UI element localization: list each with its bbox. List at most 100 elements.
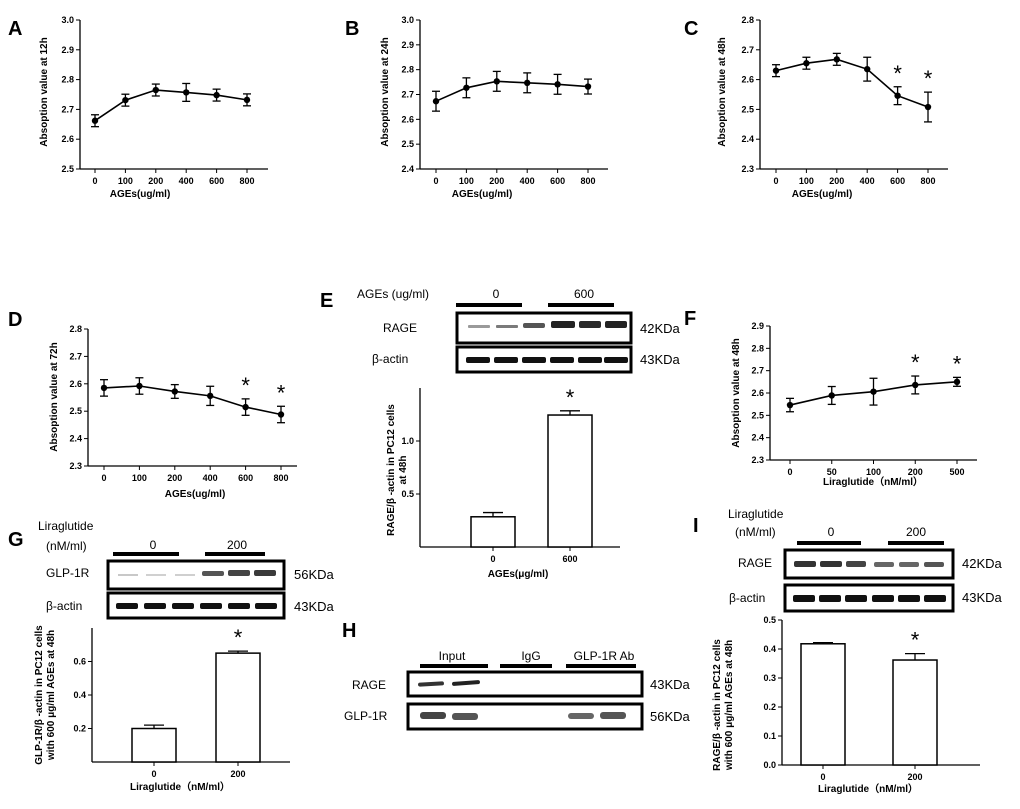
band — [172, 603, 194, 609]
data-point — [171, 388, 178, 395]
x-tick-label: 200 — [230, 769, 245, 779]
y-tick-label: 2.9 — [61, 45, 74, 55]
y-tick-label: 2.4 — [401, 164, 414, 174]
y-tick-label: 2.8 — [741, 15, 754, 25]
blot-i: Liraglutide (nM/ml) 0 200 RAGE β-actin 4… — [728, 507, 1003, 613]
panel-label-h: H — [342, 620, 356, 642]
x-tick-label: 200 — [907, 772, 922, 782]
data-point — [242, 403, 249, 411]
panel-label-d: D — [8, 309, 22, 331]
x-tick-label: 600 — [562, 554, 577, 564]
x-tick-label: 0 — [820, 772, 825, 782]
blot-i-row-actin-label: β-actin — [729, 591, 765, 605]
blot-i-rage-bands — [794, 561, 944, 567]
y-tick-label: 2.5 — [741, 104, 754, 114]
chart-a-series-line — [94, 89, 248, 122]
band — [604, 357, 628, 363]
y-tick-label: 2.5 — [751, 410, 764, 420]
data-point — [136, 382, 143, 390]
y-tick-label: 0.5 — [401, 489, 414, 499]
blot-e-group-bar-600 — [548, 303, 614, 307]
data-point — [213, 91, 220, 99]
blot-e-actin-bands — [466, 357, 628, 363]
chart-g-ylabel-line1: GLP-1R/β -actin in PC12 cells — [34, 625, 45, 765]
chart-i-ylabel-line1: RAGE/β -actin in PC12 cells — [712, 639, 723, 771]
data-point — [833, 56, 840, 63]
data-point — [554, 81, 561, 88]
band — [845, 595, 867, 602]
band — [578, 357, 602, 363]
y-tick-label: 2.7 — [401, 90, 414, 100]
chart-a-ylabel: Absoption value at 12h — [39, 37, 50, 146]
significance-star: * — [234, 625, 243, 650]
data-point — [870, 388, 877, 395]
chart-d-series-line — [103, 385, 282, 416]
bar — [800, 643, 846, 766]
data-point — [803, 60, 810, 67]
chart-b-absorption-24h: AGEs(ug/ml) Absoption value at 24h 2.4 2.… — [380, 15, 608, 200]
blot-h-rage-kda: 43KDa — [650, 677, 691, 692]
band — [118, 574, 138, 576]
bar — [892, 659, 938, 766]
blot-i-header-line2: (nM/ml) — [735, 525, 776, 539]
data-point — [894, 92, 901, 99]
chart-f-ylabel: Absoption value at 48h — [731, 338, 742, 447]
x-tick-label: 0 — [433, 176, 438, 186]
data-point — [493, 78, 500, 85]
panel-label-f: F — [684, 308, 696, 330]
y-tick-label: 2.3 — [741, 164, 754, 174]
panel-label-a: A — [8, 18, 22, 40]
significance-star: * — [911, 628, 920, 653]
y-tick-label: 2.5 — [69, 406, 82, 416]
x-tick-label: 800 — [239, 176, 254, 186]
data-point — [432, 98, 440, 105]
y-tick-label: 2.6 — [741, 75, 754, 85]
y-tick-label: 2.6 — [751, 388, 764, 398]
blot-h-bar-input — [420, 664, 488, 668]
band — [819, 595, 841, 602]
chart-i-rage-ratio-liraglutide: Liraglutide（nM/ml） RAGE/β -actin in PC12… — [712, 615, 980, 795]
band — [494, 357, 518, 363]
y-tick-label: 0.1 — [763, 731, 776, 741]
y-tick-label: 0.0 — [763, 760, 776, 770]
blot-h-group-glp1r-ab: GLP-1R Ab — [574, 649, 635, 663]
bar — [215, 652, 261, 763]
significance-star: * — [566, 385, 575, 410]
x-tick-label: 200 — [489, 176, 504, 186]
chart-b-xlabel: AGEs(ug/ml) — [452, 189, 513, 200]
x-tick-label: 200 — [908, 467, 923, 477]
data-point — [953, 378, 961, 386]
chart-d-xlabel: AGEs(ug/ml) — [165, 489, 226, 500]
band — [568, 713, 594, 719]
significance-star: * — [911, 350, 920, 375]
blot-h-rage-strip — [406, 670, 644, 698]
significance-star: * — [241, 373, 250, 398]
chart-a-absorption-12h: AGEs(ug/ml) Absoption value at 12h 2.5 2.… — [39, 15, 268, 200]
y-tick-label: 0.2 — [763, 702, 776, 712]
band — [846, 561, 866, 567]
blot-h: Input IgG GLP-1R Ab RAGE GLP-1R 43KDa 56… — [344, 649, 691, 731]
y-tick-label: 2.9 — [401, 40, 414, 50]
y-tick-label: 2.4 — [741, 134, 754, 144]
blot-h-glp1r-bands — [420, 712, 626, 720]
band — [202, 571, 224, 576]
chart-b-series-line — [435, 80, 589, 102]
band — [452, 713, 478, 720]
panel-label-i: I — [693, 515, 699, 537]
blot-g-row-actin-label: β-actin — [46, 599, 82, 613]
x-tick-label: 0 — [773, 176, 778, 186]
chart-i-ylabel-line2: with 600 μg/ml AGEs at 48h — [724, 640, 735, 771]
data-point — [828, 392, 835, 399]
band — [924, 562, 944, 567]
blot-e-rage-bands — [468, 321, 627, 328]
data-point — [243, 96, 251, 104]
x-tick-label: 0 — [787, 467, 792, 477]
chart-e-xlabel: AGEs(μg/ml) — [488, 569, 549, 580]
band — [116, 603, 138, 609]
x-tick-label: 50 — [827, 467, 837, 477]
data-point — [122, 96, 129, 104]
data-point — [183, 89, 190, 96]
y-tick-label: 2.6 — [401, 114, 414, 124]
chart-c-series-line — [775, 58, 929, 108]
